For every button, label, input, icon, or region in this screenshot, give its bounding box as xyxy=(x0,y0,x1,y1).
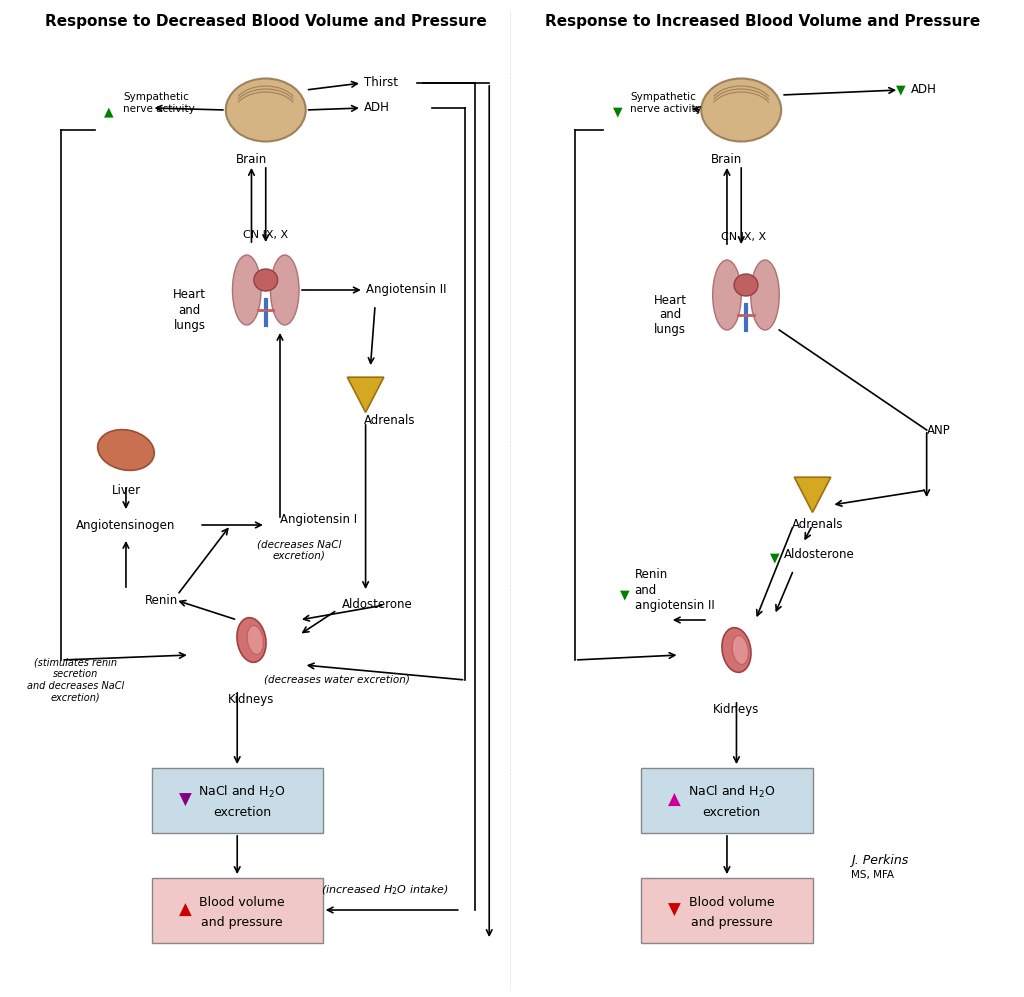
Text: (decreases water excretion): (decreases water excretion) xyxy=(264,675,410,685)
Text: Sympathetic
nerve activity: Sympathetic nerve activity xyxy=(123,92,195,114)
Ellipse shape xyxy=(751,260,779,330)
Text: Heart
and
lungs: Heart and lungs xyxy=(653,293,686,337)
Text: Blood volume: Blood volume xyxy=(689,895,774,908)
Ellipse shape xyxy=(237,618,266,662)
Text: excretion: excretion xyxy=(213,806,271,819)
FancyBboxPatch shape xyxy=(641,877,812,942)
Text: Brain: Brain xyxy=(712,154,742,166)
Text: ▼: ▼ xyxy=(896,84,906,97)
Ellipse shape xyxy=(722,628,751,672)
Text: (increased H$_2$O intake): (increased H$_2$O intake) xyxy=(321,883,449,896)
Text: ▲: ▲ xyxy=(669,791,681,809)
Text: Response to Increased Blood Volume and Pressure: Response to Increased Blood Volume and P… xyxy=(546,15,981,30)
Text: Renin: Renin xyxy=(144,593,178,606)
Text: and pressure: and pressure xyxy=(691,915,772,928)
Ellipse shape xyxy=(97,430,155,471)
FancyBboxPatch shape xyxy=(152,768,323,832)
Text: ▲: ▲ xyxy=(104,106,114,119)
Ellipse shape xyxy=(254,269,278,291)
Text: Angiotensinogen: Angiotensinogen xyxy=(76,518,176,531)
Polygon shape xyxy=(795,478,830,512)
Text: Aldosterone: Aldosterone xyxy=(342,598,413,611)
Ellipse shape xyxy=(701,79,781,142)
Text: MS, MFA: MS, MFA xyxy=(851,870,894,880)
Text: J. Perkins: J. Perkins xyxy=(851,853,908,866)
Text: ▼: ▼ xyxy=(612,106,623,119)
Text: ▼: ▼ xyxy=(178,791,191,809)
Text: and pressure: and pressure xyxy=(201,915,283,928)
Text: Angiotensin II: Angiotensin II xyxy=(366,283,446,296)
Text: Response to Decreased Blood Volume and Pressure: Response to Decreased Blood Volume and P… xyxy=(45,15,486,30)
Text: Sympathetic
nerve activity: Sympathetic nerve activity xyxy=(630,92,701,114)
Text: excretion: excretion xyxy=(702,806,761,819)
Text: ▼: ▼ xyxy=(669,901,681,919)
FancyBboxPatch shape xyxy=(641,768,812,832)
Text: ANP: ANP xyxy=(927,424,950,437)
Ellipse shape xyxy=(226,79,306,142)
Text: Heart
and
lungs: Heart and lungs xyxy=(173,288,206,331)
Text: Angiotensin I: Angiotensin I xyxy=(280,513,357,526)
Text: Brain: Brain xyxy=(236,154,267,166)
Text: NaCl and H$_2$O: NaCl and H$_2$O xyxy=(199,784,286,800)
Text: Blood volume: Blood volume xyxy=(199,895,285,908)
Text: ▲: ▲ xyxy=(178,901,191,919)
Text: Kidneys: Kidneys xyxy=(228,694,274,707)
Ellipse shape xyxy=(247,625,263,654)
Text: Aldosterone: Aldosterone xyxy=(784,548,855,561)
Ellipse shape xyxy=(713,260,741,330)
Text: CN IX, X: CN IX, X xyxy=(243,230,289,240)
Text: (stimulates renin
secretion
and decreases NaCl
excretion): (stimulates renin secretion and decrease… xyxy=(27,658,124,703)
Text: Adrenals: Adrenals xyxy=(792,518,843,531)
Ellipse shape xyxy=(732,635,749,664)
Ellipse shape xyxy=(270,255,299,325)
Text: Kidneys: Kidneys xyxy=(714,704,760,717)
Polygon shape xyxy=(347,377,384,413)
FancyBboxPatch shape xyxy=(152,877,323,942)
Text: CN IX, X: CN IX, X xyxy=(721,232,766,242)
Text: Thirst: Thirst xyxy=(364,77,397,90)
Text: ADH: ADH xyxy=(364,102,389,115)
Ellipse shape xyxy=(232,255,261,325)
Text: ▼: ▼ xyxy=(621,588,630,601)
Text: Adrenals: Adrenals xyxy=(364,414,415,427)
Text: ▼: ▼ xyxy=(770,551,779,564)
Ellipse shape xyxy=(734,274,758,296)
Text: Renin
and
angiotensin II: Renin and angiotensin II xyxy=(635,568,715,611)
Text: (decreases NaCl
excretion): (decreases NaCl excretion) xyxy=(257,539,341,560)
Text: ADH: ADH xyxy=(910,84,936,97)
Text: NaCl and H$_2$O: NaCl and H$_2$O xyxy=(688,784,775,800)
Text: Liver: Liver xyxy=(112,484,140,497)
